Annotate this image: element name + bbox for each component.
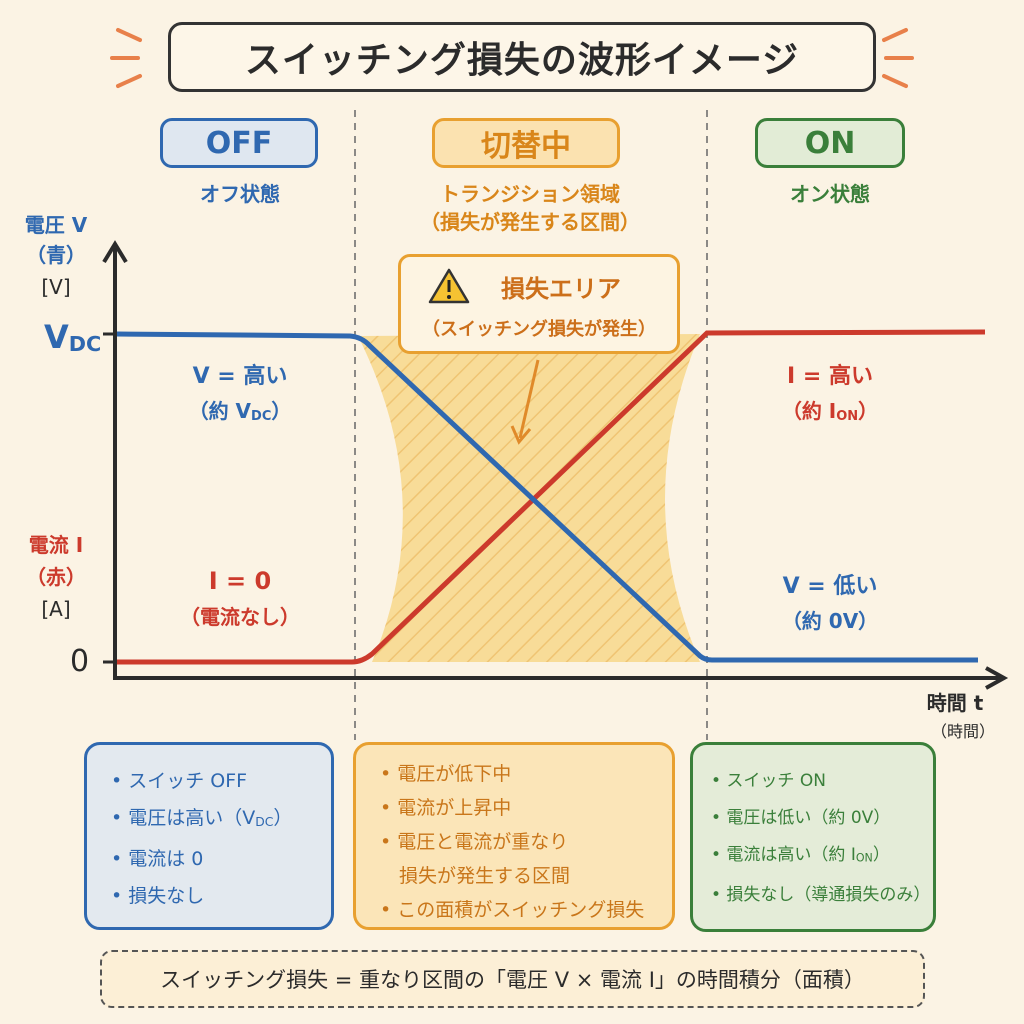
off-voltage-note2: （約 VDC）: [140, 396, 340, 432]
off-summary-box: • スイッチ OFF • 電圧は高い（VDC） • 電流は 0 • 損失なし: [84, 742, 334, 930]
on-current-note2: （約 ION）: [730, 396, 930, 432]
loss-area-title: 損失エリア: [501, 275, 621, 303]
transition-summary-box: • 電圧が低下中 • 電流が上昇中 • 電圧と電流が重なり 損失が発生する区間 …: [353, 742, 675, 930]
phase-off-badge: OFF: [160, 118, 318, 168]
phase-on-badge: ON: [755, 118, 905, 168]
off-current-note: I = 0: [208, 567, 272, 595]
off-item-end: ）: [273, 807, 293, 829]
off-current-note2: （電流なし）: [180, 605, 300, 629]
warning-icon: [428, 268, 470, 304]
on-i2-end: ）: [858, 399, 879, 423]
on-i2-text: （約 I: [781, 399, 837, 423]
loss-area-callout: 損失エリア （スイッチング損失が発生）: [398, 254, 680, 354]
voltage-axis-unit: [V]: [41, 275, 71, 299]
transition-item: 損失が発生する区間: [380, 865, 571, 887]
phase-transition-sub2: （損失が発生する区間）: [420, 210, 640, 234]
transition-item: • 電圧と電流が重なり: [380, 831, 569, 853]
spark-decoration: [110, 28, 914, 88]
off-voltage-note: V = 高い: [192, 364, 288, 389]
on-voltage-note2: （約 0V）: [781, 609, 879, 633]
page-title: スイッチング損失の波形イメージ: [168, 22, 876, 92]
zero-tick-label: 0: [70, 644, 90, 679]
off-item: • スイッチ OFF: [111, 770, 248, 792]
transition-item: • この面積がスイッチング損失: [380, 899, 645, 921]
on-item: • 電圧は低い（約 0V）: [711, 808, 891, 828]
off-v2-sub: DC: [251, 408, 272, 424]
loss-arrow: [518, 359, 540, 439]
transition-item: • 電流が上昇中: [380, 797, 512, 819]
on-summary-box: • スイッチ ON • 電圧は低い（約 0V） • 電流は高い（約 ION） •…: [690, 742, 936, 932]
vdc-tick-sub: DC: [68, 332, 102, 357]
on-current-note: I = 高い: [787, 364, 873, 389]
time-axis-sub: （時間）: [930, 722, 995, 741]
current-waveform: [117, 329, 986, 665]
phase-off-sub: オフ状態: [200, 182, 280, 206]
phase-transition-badge: 切替中: [432, 118, 620, 168]
current-axis-color: （赤）: [26, 565, 86, 589]
on-item: • 損失なし（導通損失のみ）: [711, 884, 931, 905]
off-item-sub: DC: [255, 814, 274, 829]
phase-transition-sub: トランジション領域: [440, 182, 620, 206]
off-item: • 電流は 0: [111, 847, 204, 870]
on-i2-sub: ON: [836, 408, 859, 424]
on-item-sub: ON: [855, 851, 873, 865]
transition-item: • 電圧が低下中: [380, 763, 512, 785]
on-voltage-note: V = 低い: [782, 574, 878, 599]
formula-box: スイッチング損失 = 重なり区間の「電圧 V × 電流 I」の時間積分（面積）: [100, 950, 925, 1008]
on-item-text: • 電流は高い（約 I: [711, 845, 856, 865]
phase-on-sub: オン状態: [790, 182, 870, 206]
on-item: • スイッチ ON: [711, 771, 826, 791]
time-axis-label: 時間 t: [926, 691, 984, 715]
vdc-tick-text: V: [44, 318, 69, 356]
off-v2-text: （約 V: [188, 399, 252, 423]
off-item-text: • 電圧は高い（V: [111, 807, 256, 829]
on-item: • 電流は高い（約 ION）: [711, 837, 919, 877]
off-v2-end: ）: [271, 399, 292, 423]
loss-area-sub: （スイッチング損失が発生）: [422, 319, 656, 340]
voltage-axis-label: 電圧 V: [24, 213, 88, 237]
current-axis-unit: [A]: [41, 597, 71, 621]
current-axis-label: 電流 I: [28, 533, 84, 557]
vdc-tick-label: VDC: [44, 318, 101, 356]
y-axis-arrow: [102, 240, 128, 264]
off-item: • 電圧は高い（VDC）: [111, 800, 317, 841]
x-axis-arrow: [985, 666, 1009, 690]
voltage-axis-color: （青）: [26, 243, 86, 267]
voltage-waveform: [116, 331, 978, 663]
on-item-end: ）: [872, 845, 890, 865]
off-item: • 損失なし: [111, 884, 205, 907]
loss-arrow-head: [510, 425, 532, 445]
